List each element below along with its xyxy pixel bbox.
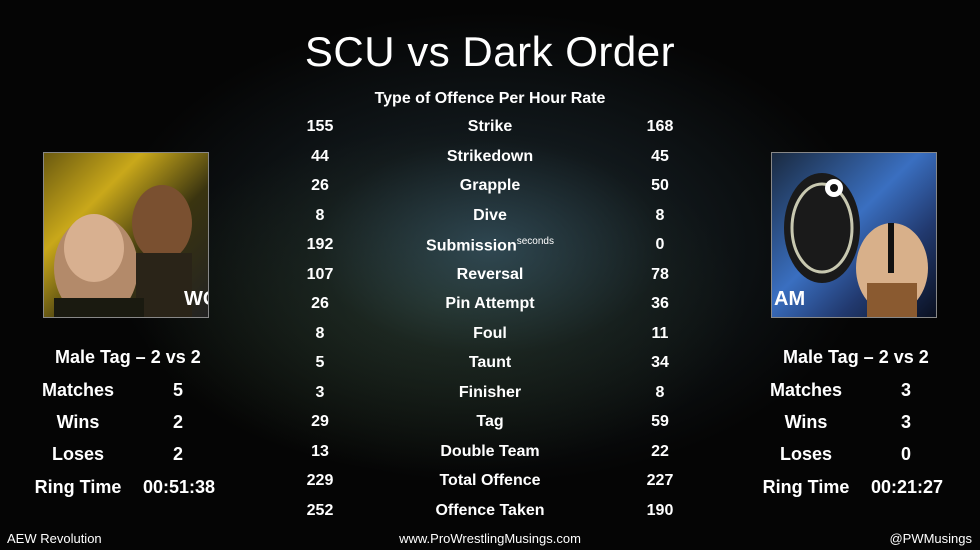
scu-value: 29: [311, 413, 329, 430]
stat-row: 252 Offence Taken 190: [0, 502, 980, 526]
footer-website[interactable]: www.ProWrestlingMusings.com: [399, 531, 581, 546]
scu-value: 26: [311, 177, 329, 194]
footer-event: AEW Revolution: [7, 531, 102, 546]
subtitle: Type of Offence Per Hour Rate: [374, 90, 606, 107]
dark-order-value: 22: [651, 443, 669, 460]
category-label: Finisher: [380, 384, 600, 402]
stat-row: 26 Pin Attempt 36: [0, 295, 980, 319]
category-label: Submissionseconds: [380, 236, 600, 255]
category-unit: seconds: [516, 236, 554, 247]
category-label: Dive: [380, 207, 600, 225]
stat-row: 8 Foul 11: [0, 325, 980, 349]
footer-handle: @PWMusings: [889, 531, 972, 546]
category-text: Strike: [467, 118, 513, 135]
category-text: Total Offence: [439, 472, 541, 489]
category-label: Total Offence: [380, 472, 600, 490]
wins-value: 2: [172, 412, 183, 432]
portrait-logo-text: AM: [774, 288, 805, 310]
category-label: Foul: [380, 325, 600, 343]
ring-time-label: Ring Time: [762, 477, 850, 497]
dark-order-value: 78: [651, 266, 669, 283]
loses-label: Loses: [51, 444, 105, 464]
right-team-header: Male Tag – 2 vs 2: [783, 347, 929, 367]
category-label: Tag: [380, 413, 600, 431]
scu-value: 8: [315, 207, 325, 224]
dark-order-value: 0: [655, 236, 665, 253]
scu-value: 5: [315, 354, 325, 371]
category-text: Offence Taken: [435, 502, 545, 519]
category-label: Offence Taken: [380, 502, 600, 520]
category-label: Strike: [380, 118, 600, 136]
category-text: Double Team: [440, 443, 540, 460]
scu-portrait: WO: [43, 152, 209, 318]
dark-order-portrait: AM: [771, 152, 937, 318]
category-text: Dive: [473, 207, 507, 224]
ring-time-value: 00:21:27: [870, 477, 944, 497]
dark-order-value: 8: [655, 207, 665, 224]
category-text: Foul: [473, 325, 507, 342]
page-title: SCU vs Dark Order: [304, 28, 676, 75]
loses-value: 2: [172, 444, 183, 464]
scu-value: 8: [315, 325, 325, 342]
matches-label: Matches: [769, 380, 843, 400]
dark-order-value: 190: [646, 502, 674, 519]
stat-row: 229 Total Offence 227: [0, 472, 980, 496]
category-text: Reversal: [456, 266, 524, 283]
stat-row: 29 Tag 59: [0, 413, 980, 437]
stat-row: 13 Double Team 22: [0, 443, 980, 467]
category-label: Double Team: [380, 443, 600, 461]
category-text: Taunt: [468, 354, 512, 371]
portrait-logo-text: WO: [184, 288, 208, 310]
category-label: Grapple: [380, 177, 600, 195]
stat-row: 3 Finisher 8: [0, 384, 980, 408]
wins-value: 3: [900, 412, 911, 432]
matches-value: 3: [900, 380, 911, 400]
scu-value: 13: [311, 443, 329, 460]
stat-row: 107 Reversal 78: [0, 266, 980, 290]
stat-row: 192 Submissionseconds 0: [0, 236, 980, 260]
scu-value: 44: [311, 148, 329, 165]
left-team-header: Male Tag – 2 vs 2: [55, 347, 201, 367]
wins-label: Wins: [784, 412, 828, 432]
stat-row: 8 Dive 8: [0, 207, 980, 231]
dark-order-value: 59: [651, 413, 669, 430]
scu-value: 155: [306, 118, 334, 135]
scu-value: 229: [306, 472, 334, 489]
category-label: Strikedown: [380, 148, 600, 166]
dark-order-value: 34: [651, 354, 669, 371]
category-label: Pin Attempt: [380, 295, 600, 313]
scu-value: 107: [306, 266, 334, 283]
stat-row: 26 Grapple 50: [0, 177, 980, 201]
matches-label: Matches: [41, 380, 115, 400]
category-label: Reversal: [380, 266, 600, 284]
scu-value: 192: [306, 236, 334, 253]
stat-row: 44 Strikedown 45: [0, 148, 980, 172]
category-text: Pin Attempt: [445, 295, 535, 312]
ring-time-label: Ring Time: [34, 477, 122, 497]
category-text: Strikedown: [446, 148, 534, 165]
loses-label: Loses: [779, 444, 833, 464]
scu-value: 26: [311, 295, 329, 312]
stat-row: 5 Taunt 34: [0, 354, 980, 378]
dark-order-value: 8: [655, 384, 665, 401]
matches-value: 5: [172, 380, 183, 400]
loses-value: 0: [900, 444, 911, 464]
dark-order-value: 50: [651, 177, 669, 194]
dark-order-value: 36: [651, 295, 669, 312]
category-text: Finisher: [458, 384, 522, 401]
category-text: Grapple: [459, 177, 521, 194]
category-text: Submission: [426, 237, 517, 255]
category-text: Tag: [476, 413, 504, 430]
dark-order-value: 168: [646, 118, 674, 135]
wins-label: Wins: [56, 412, 100, 432]
scu-value: 252: [306, 502, 334, 519]
dark-order-value: 11: [651, 325, 669, 342]
dark-order-value: 45: [651, 148, 669, 165]
stat-row: 155 Strike 168: [0, 118, 980, 142]
dark-order-value: 227: [646, 472, 674, 489]
scu-value: 3: [315, 384, 325, 401]
category-label: Taunt: [380, 354, 600, 372]
ring-time-value: 00:51:38: [142, 477, 216, 497]
